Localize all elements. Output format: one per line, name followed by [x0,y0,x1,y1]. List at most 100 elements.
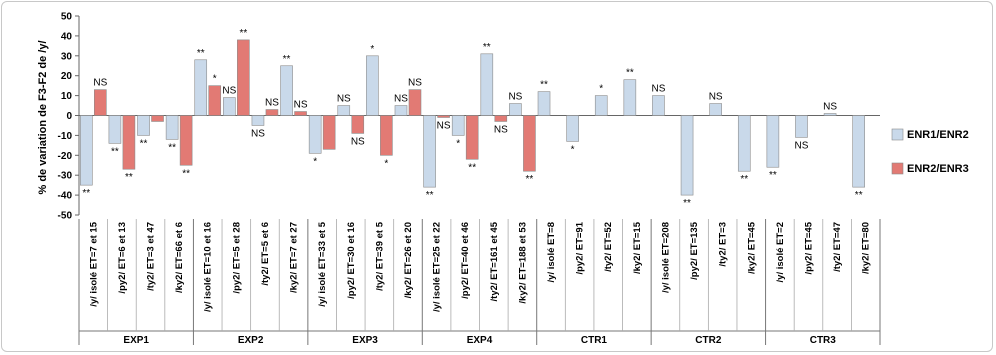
significance-label: ** [197,48,205,59]
bar-enr1-enr2 [280,65,293,116]
significance-label: ** [769,170,777,181]
significance-label: NS [93,78,107,89]
bar-enr2-enr3 [208,85,222,116]
bar-enr1-enr2 [795,115,808,138]
bar-enr1-enr2 [423,115,436,188]
bar-enr1-enr2 [80,115,93,186]
category-label: /ky2/ ET=26 et 20 [403,222,414,298]
bar-enr1-enr2 [480,53,494,116]
category-label: /ty2/ ET=5 et 6 [260,222,271,286]
bar-enr1-enr2 [251,115,265,126]
bar-enr2-enr3 [465,115,479,160]
bar-enr1-enr2 [337,105,351,116]
bar-enr2-enr3 [94,89,107,116]
y-tick-label: 40 [61,31,73,42]
bar-enr1-enr2 [308,115,322,154]
significance-label: NS [408,78,422,89]
bar-enr2-enr3 [523,115,536,172]
category-label: /py2/ ET=40 et 46 [460,222,471,299]
significance-label: * [313,156,317,167]
category-label: /ty2/ ET=161 et 45 [489,221,500,301]
bar-enr2-enr3 [151,115,164,122]
category-label: /ky2/ ET=15 [632,221,643,274]
bar-enr2-enr3 [179,115,193,166]
y-tick-label: -30 [58,171,73,182]
significance-label: ** [82,188,90,199]
significance-label: ** [283,54,291,65]
y-tick-label: -50 [58,211,73,222]
y-tick-label: 20 [61,71,73,82]
significance-label: * [456,138,460,149]
bar-enr2-enr3 [380,115,393,156]
bar-enr1-enr2 [509,103,522,116]
bar-enr1-enr2 [652,95,665,116]
significance-label: NS [222,86,236,97]
significance-label: ** [111,146,119,157]
significance-label: NS [265,98,279,109]
bar-enr1-enr2 [223,97,236,116]
category-label: /ky2/ ET=7 et 27 [289,222,300,293]
bar-enr1-enr2 [451,115,465,136]
significance-label: NS [795,140,809,151]
bar-enr1-enr2 [537,91,551,116]
category-label: /y/ isolé ET=8 [546,222,557,282]
bar-enr1-enr2 [194,59,208,116]
y-tick-label: -10 [58,131,73,142]
significance-label: * [599,84,603,95]
bar-enr1-enr2 [108,115,122,144]
group-label: EXP3 [352,335,378,346]
category-label: /ky2/ ET=80 [861,222,872,274]
significance-label: * [571,144,575,155]
bar-enr1-enr2 [709,103,722,116]
significance-label: ** [168,142,176,153]
y-tick-label: 50 [61,12,73,23]
y-tick-label: -40 [58,191,73,202]
y-tick-label: 30 [61,51,73,62]
bar-enr1-enr2 [680,115,694,196]
category-label: /ty2/ ET=39 et 5 [374,221,385,291]
legend-swatch [891,128,904,141]
bar-enr2-enr3 [494,115,508,122]
category-label: /ty2/ ET=3 [718,222,729,267]
significance-label: * [213,74,217,85]
bar-enr1-enr2 [566,115,579,142]
bar-enr2-enr3 [265,109,279,116]
category-label: /py2/ ET=45 [803,221,814,274]
category-label: /py2/ ET=91 [575,221,586,274]
significance-label: NS [251,128,265,139]
bar-enr1-enr2 [394,105,408,116]
significance-label: ** [239,28,247,39]
y-axis-label: % de variation de F3-F2 de /y/ [37,40,49,194]
legend-label: ENR1/ENR2 [907,129,969,141]
bar-enr2-enr3 [408,89,422,116]
significance-label: NS [823,102,837,113]
significance-label: ** [125,172,133,183]
significance-label: ** [426,190,434,201]
group-label: CTR3 [810,335,837,346]
group-label: EXP2 [238,335,264,346]
significance-label: NS [337,94,351,105]
bar-enr1-enr2 [737,115,751,172]
significance-label: NS [494,124,508,135]
bar-enr2-enr3 [437,115,450,118]
category-label: /ty2/ ET=52 [603,222,614,272]
category-label: /ky2/ ET=45 [746,221,757,274]
y-tick-label: 10 [61,91,73,102]
significance-label: ** [855,190,863,201]
bar-enr2-enr3 [322,115,336,150]
bar-enr2-enr3 [237,39,250,116]
category-label: /ky2/ ET=66 et 6 [174,222,185,293]
legend-swatch [891,162,904,175]
bar-enr1-enr2 [623,79,637,116]
category-label: /ty2/ ET=47 [832,222,843,272]
significance-label: ** [740,174,748,185]
bar-enr1-enr2 [137,115,150,136]
category-label: /y/ isolé ET=33 et 5 [317,221,328,306]
significance-label: NS [294,100,308,111]
category-label: /y/ isolé ET=10 et 16 [203,222,214,312]
category-label: /y/ isolé ET=25 et 22 [432,222,443,312]
legend-label: ENR2/ENR3 [907,163,969,175]
y-tick-label: 0 [66,111,72,122]
category-label: /ty2/ ET=3 et 47 [146,222,157,291]
bar-enr1-enr2 [594,95,608,116]
